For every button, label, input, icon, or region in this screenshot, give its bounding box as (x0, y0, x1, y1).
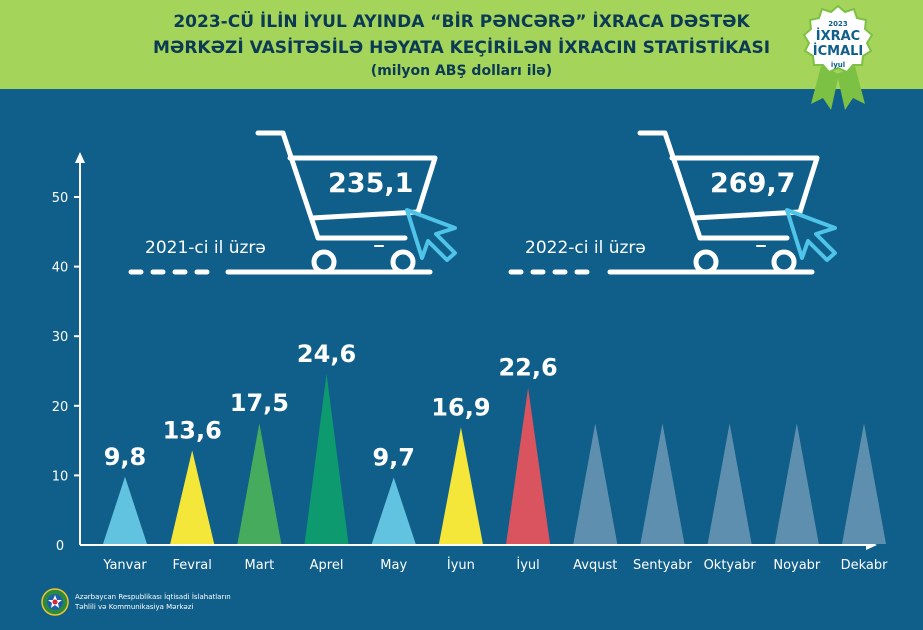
x-axis-labels: Yanvar Fevral Mart Aprel May İyun İyul Avqust Se… (102, 557, 888, 573)
x-tick-label: Dekabr (841, 558, 889, 573)
badge-line1: İXRAC (815, 29, 861, 44)
cart-label-2022: 2022-ci il üzrə (525, 238, 646, 258)
data-label: 17,5 (230, 389, 289, 417)
y-tick-label: 10 (52, 469, 69, 484)
export-review-badge: 2023 İXRAC İCMALI iyul (802, 4, 879, 116)
cart-value-2021: 235,1 (328, 168, 414, 199)
cursor-icon (405, 208, 457, 262)
x-tick-label: Sentyabr (633, 558, 692, 573)
footer-line1: Azərbaycan Respublikası İqtisadi İslahat… (75, 593, 231, 601)
x-tick-label: Mart (245, 558, 275, 573)
chart-subtitle: (milyon ABŞ dolları ilə) (370, 63, 553, 79)
cone-bar-empty (640, 423, 685, 544)
badge-line2: İCMALI (812, 44, 864, 59)
cone-bar (438, 427, 483, 544)
x-tick-label: Noyabr (773, 558, 821, 573)
cone-bar (304, 373, 349, 544)
shopping-cart-icon (607, 130, 820, 275)
badge-month: iyul (830, 61, 846, 69)
cone-bar (170, 450, 215, 544)
x-tick-label: Aprel (310, 558, 344, 573)
y-tick-label: 30 (52, 330, 69, 345)
x-tick-label: İyun (447, 557, 475, 573)
header-banner (0, 0, 923, 89)
x-tick-label: Oktyabr (704, 558, 757, 573)
y-tick-label: 40 (52, 261, 69, 276)
data-labels: 9,8 13,6 17,5 24,6 9,7 16,9 22,6 (104, 340, 558, 472)
cursor-icon (785, 208, 837, 262)
x-tick-label: Fevral (172, 558, 211, 573)
footer-organization: Azərbaycan Respublikası İqtisadi İslahat… (41, 588, 301, 618)
cone-bar-empty (573, 423, 618, 544)
cone-bar (103, 476, 147, 544)
cone-bar-empty (774, 423, 819, 544)
cart-value-2022: 269,7 (710, 168, 796, 199)
y-axis-ticks: 0 10 20 30 40 50 (52, 191, 80, 554)
x-tick-label: Yanvar (102, 558, 147, 573)
badge-year: 2023 (828, 20, 848, 28)
x-tick-label: İyul (516, 557, 539, 573)
chart-title-line2: MƏRKƏZİ VASİTƏSİLƏ HƏYATA KEÇİRİLƏN İXRA… (152, 38, 771, 58)
footer-line2: Təhlili və Kommunikasiya Mərkəzi (75, 603, 194, 611)
rosette-icon (802, 4, 874, 110)
chart-title-line1: 2023-CÜ İLİN İYUL AYINDA “BİR PƏNCƏRƏ” İ… (173, 12, 750, 32)
data-label: 9,7 (372, 443, 415, 471)
data-label: 16,9 (431, 393, 490, 421)
x-tick-label: Avqust (573, 558, 617, 573)
emblem-icon (41, 588, 69, 616)
data-label: 13,6 (163, 416, 222, 444)
x-tick-label: May (380, 558, 407, 573)
data-label: 22,6 (498, 354, 557, 382)
cart-label-2021: 2021-ci il üzrə (145, 238, 266, 258)
data-label: 9,8 (104, 443, 147, 471)
data-label: 24,6 (297, 340, 356, 368)
y-tick-label: 20 (52, 400, 69, 415)
y-tick-label: 0 (56, 539, 64, 554)
cone-bar (506, 387, 551, 544)
cone-bar (371, 477, 416, 544)
cone-series (103, 373, 886, 544)
shopping-cart-icon (225, 130, 438, 275)
cone-bar-empty (842, 423, 886, 544)
cone-bar-empty (707, 423, 752, 544)
cone-bar (237, 423, 282, 544)
y-tick-label: 50 (52, 191, 69, 206)
